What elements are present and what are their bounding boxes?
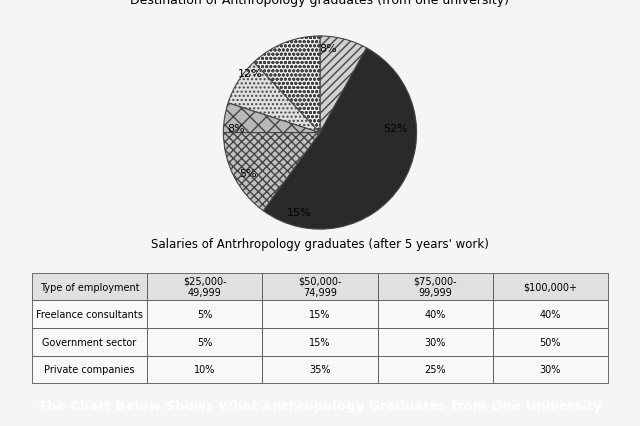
Title: Destination of Anthropology graduates (from one university): Destination of Anthropology graduates (f… [131,0,509,8]
Text: 5%: 5% [239,169,257,178]
Text: 15%: 15% [287,207,311,217]
Wedge shape [263,49,417,230]
Wedge shape [223,133,320,211]
Text: The Chart Below Shows What Anthropology Graduates from One University: The Chart Below Shows What Anthropology … [38,399,602,412]
Text: 12%: 12% [238,69,263,78]
Legend: Full-time work, Part-time work, Part-time work + postgrad study, Full-time postg: Full-time work, Part-time work, Part-tim… [138,286,502,316]
Wedge shape [223,104,320,133]
Text: 8%: 8% [227,124,245,133]
Wedge shape [254,37,320,133]
Wedge shape [228,63,320,133]
Text: 52%: 52% [383,124,408,133]
Wedge shape [320,37,367,133]
Text: 8%: 8% [319,43,337,53]
Title: Salaries of Antrhropology graduates (after 5 years' work): Salaries of Antrhropology graduates (aft… [151,237,489,250]
